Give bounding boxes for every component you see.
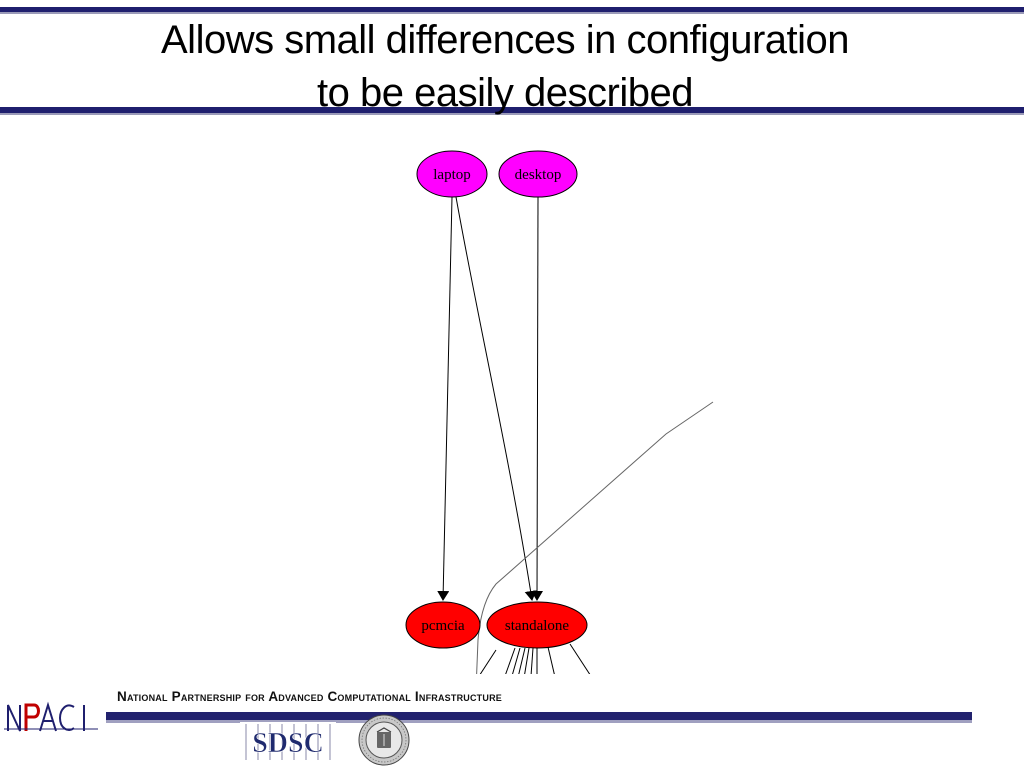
outgoing-edges xyxy=(479,643,591,674)
header-bottom-rule-shadow xyxy=(0,113,1024,115)
title-line-1: Allows small differences in configuratio… xyxy=(161,18,850,62)
header-bottom-rule xyxy=(0,107,1024,113)
footer-organization: National Partnership for Advanced Comput… xyxy=(117,689,502,704)
npaci-logo xyxy=(4,698,98,736)
node-label-standalone: standalone xyxy=(505,618,569,634)
slide-title: Allows small differences in configuratio… xyxy=(0,14,1010,120)
edge-laptop-standalone xyxy=(455,196,537,601)
node-label-desktop: desktop xyxy=(515,167,562,183)
uc-seal-logo xyxy=(358,714,410,766)
edge-external-curve xyxy=(476,401,714,674)
edge-laptop-pcmcia xyxy=(437,196,453,601)
footer-rule xyxy=(106,712,972,720)
header-top-rule xyxy=(0,7,1024,12)
svg-text:SDSC: SDSC xyxy=(252,728,324,759)
node-label-laptop: laptop xyxy=(433,167,471,183)
node-laptop: laptop xyxy=(416,150,488,198)
sdsc-logo: SDSC xyxy=(240,722,336,762)
node-desktop: desktop xyxy=(498,150,578,198)
node-label-pcmcia: pcmcia xyxy=(421,618,465,634)
node-standalone: standalone xyxy=(486,601,588,649)
header-top-rule-shadow xyxy=(0,12,1024,14)
title-line-2: to be easily described xyxy=(317,71,693,115)
node-pcmcia: pcmcia xyxy=(405,601,481,649)
edge-desktop-standalone xyxy=(531,196,544,601)
footer-rule-shadow xyxy=(106,720,972,723)
